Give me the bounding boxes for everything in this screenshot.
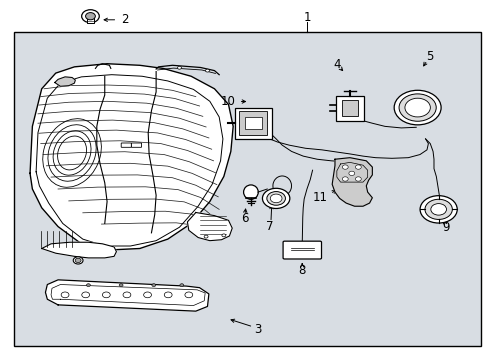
- Circle shape: [430, 204, 446, 215]
- Text: 5: 5: [425, 50, 432, 63]
- Circle shape: [86, 284, 90, 287]
- Circle shape: [184, 292, 192, 298]
- Circle shape: [342, 165, 347, 169]
- Circle shape: [177, 66, 181, 69]
- FancyBboxPatch shape: [131, 143, 141, 147]
- Circle shape: [393, 90, 440, 125]
- Text: 2: 2: [121, 13, 128, 26]
- Bar: [14, 32, 480, 346]
- Circle shape: [424, 199, 451, 220]
- Text: 1: 1: [303, 11, 310, 24]
- Polygon shape: [331, 158, 371, 206]
- Circle shape: [355, 177, 361, 181]
- Circle shape: [81, 292, 89, 298]
- Polygon shape: [41, 242, 116, 258]
- Bar: [335, 96, 363, 121]
- Text: 4: 4: [333, 58, 341, 71]
- Text: 11: 11: [312, 191, 327, 204]
- Circle shape: [203, 235, 207, 238]
- Ellipse shape: [243, 185, 258, 199]
- Text: 7: 7: [265, 220, 273, 233]
- Circle shape: [205, 69, 209, 72]
- Bar: [239, 111, 267, 135]
- Circle shape: [151, 284, 155, 287]
- Circle shape: [73, 257, 83, 264]
- Circle shape: [404, 98, 429, 117]
- Circle shape: [270, 194, 282, 203]
- Circle shape: [262, 188, 289, 208]
- Circle shape: [342, 177, 347, 181]
- Circle shape: [123, 292, 131, 298]
- Circle shape: [119, 284, 123, 287]
- Circle shape: [222, 234, 225, 237]
- Text: 9: 9: [441, 221, 449, 234]
- FancyBboxPatch shape: [121, 143, 131, 147]
- Text: 8: 8: [298, 264, 305, 277]
- Circle shape: [61, 292, 69, 298]
- Polygon shape: [187, 212, 232, 241]
- Circle shape: [398, 94, 435, 121]
- Bar: [87, 16, 94, 23]
- Bar: [341, 100, 358, 116]
- Circle shape: [81, 10, 99, 23]
- FancyBboxPatch shape: [283, 241, 321, 259]
- Circle shape: [75, 258, 81, 262]
- Circle shape: [180, 284, 183, 287]
- Circle shape: [102, 292, 110, 298]
- Bar: [244, 117, 261, 130]
- Polygon shape: [55, 77, 75, 86]
- Circle shape: [348, 171, 354, 175]
- Polygon shape: [45, 280, 208, 311]
- Circle shape: [143, 292, 151, 298]
- Text: 3: 3: [254, 323, 261, 336]
- Text: 6: 6: [240, 212, 248, 225]
- Circle shape: [355, 165, 361, 169]
- Text: 10: 10: [221, 95, 235, 108]
- Bar: [234, 108, 271, 139]
- Circle shape: [419, 196, 456, 223]
- Circle shape: [164, 292, 172, 298]
- Circle shape: [266, 192, 285, 205]
- Circle shape: [85, 13, 95, 20]
- Polygon shape: [30, 64, 233, 250]
